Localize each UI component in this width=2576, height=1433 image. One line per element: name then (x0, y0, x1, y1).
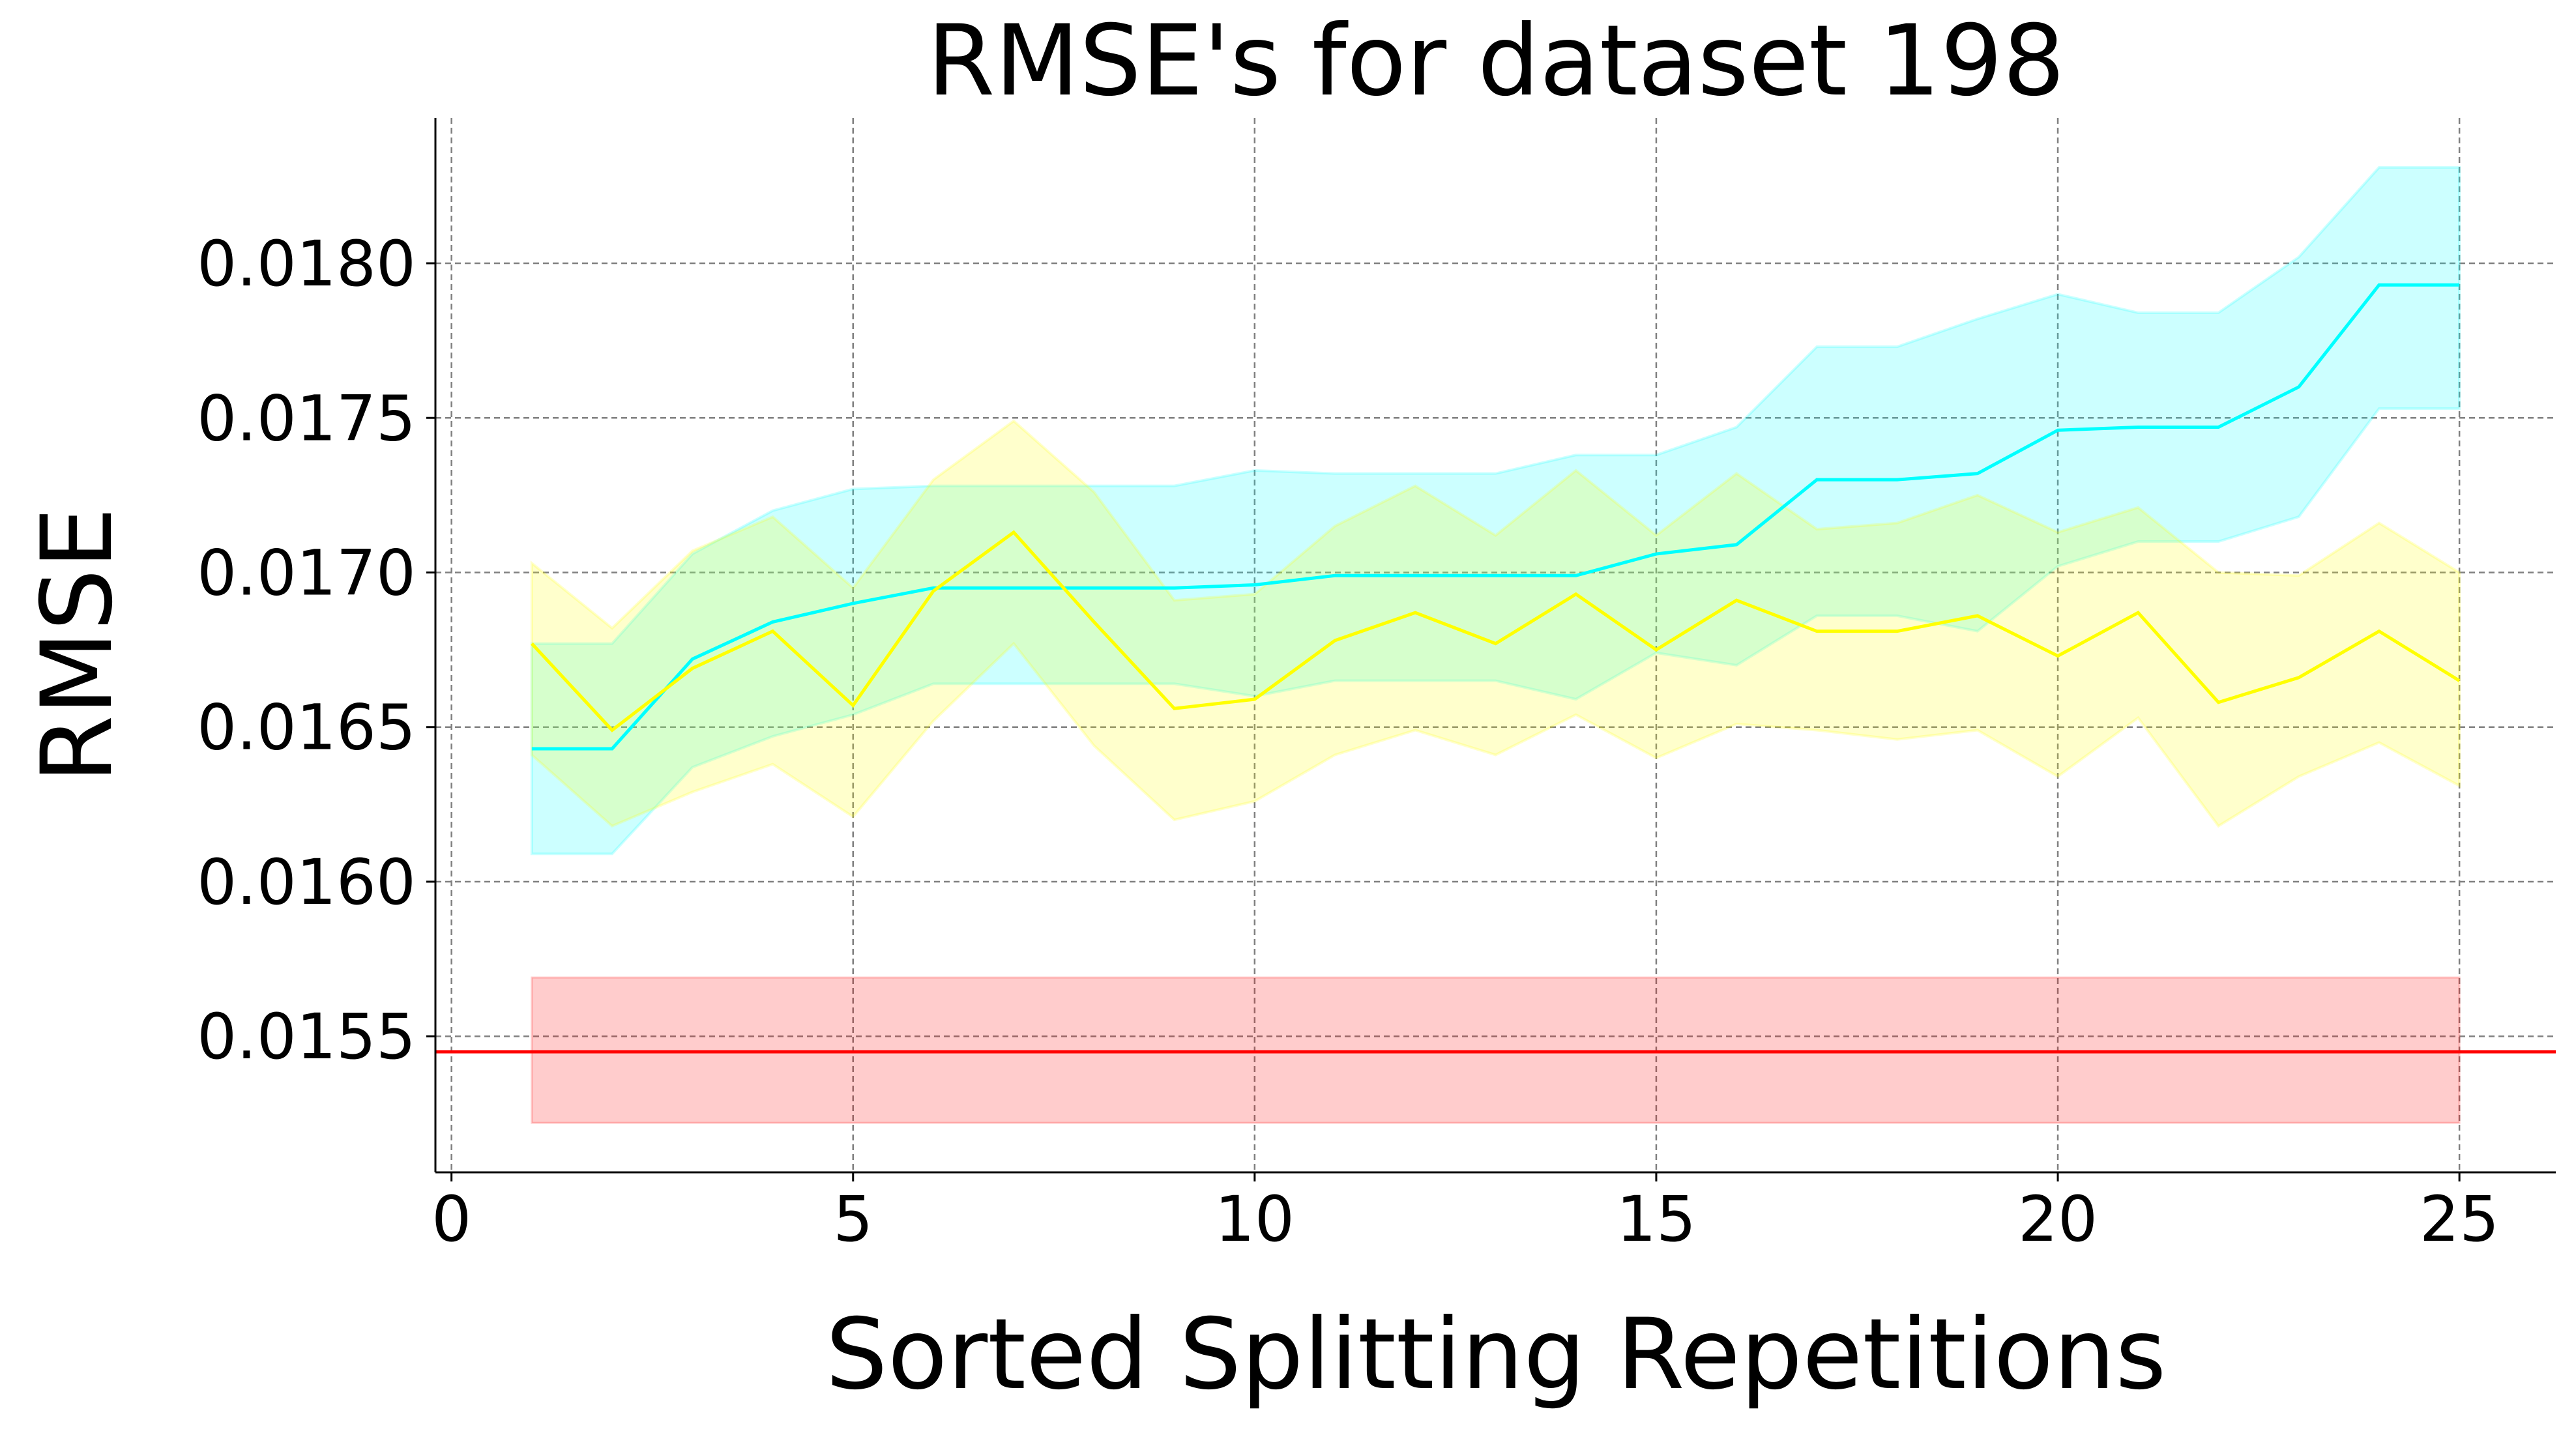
y-axis-label: RMSE (21, 507, 134, 783)
y-tick-label: 0.0165 (197, 691, 416, 764)
y-tick-label: 0.0160 (197, 846, 416, 919)
x-tick-label: 0 (432, 1183, 471, 1256)
chart-title: RMSE's for dataset 198 (927, 5, 2065, 118)
y-tick-label: 0.0170 (197, 536, 416, 609)
y-tick-label: 0.0155 (197, 1000, 416, 1073)
x-tick-label: 5 (833, 1183, 873, 1256)
x-tick-label: 25 (2420, 1183, 2499, 1256)
x-axis-label: Sorted Splitting Repetitions (826, 1298, 2167, 1411)
y-tick-label: 0.0175 (197, 382, 416, 455)
x-tick-label: 10 (1215, 1183, 1295, 1256)
x-tick-label: 20 (2018, 1183, 2098, 1256)
y-tick-label: 0.0180 (197, 227, 416, 300)
x-tick-label: 15 (1617, 1183, 1696, 1256)
